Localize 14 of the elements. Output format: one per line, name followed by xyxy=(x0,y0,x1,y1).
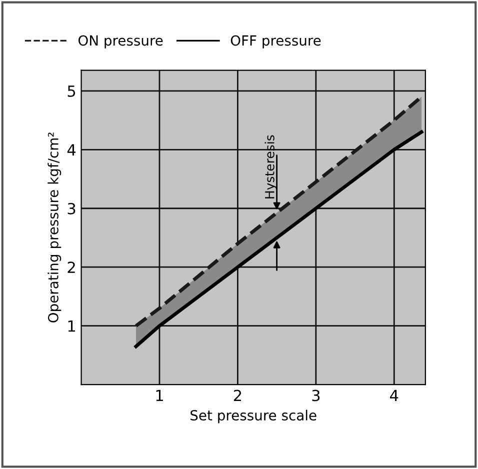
x-tick-label: 4 xyxy=(390,390,398,402)
y-tick-label: 2 xyxy=(68,262,75,273)
x-axis-title: Set pressure scale xyxy=(190,410,316,424)
y-tick-label: 5 xyxy=(68,86,76,97)
y-axis-title: Operating pressure kgf/cm² xyxy=(48,132,62,322)
annotation: Hysteresis xyxy=(264,135,277,198)
legend-label: OFF pressure xyxy=(230,35,321,48)
x-tick-label: 2 xyxy=(234,390,242,402)
y-tick-label: 1 xyxy=(68,320,75,332)
y-tick-label: 3 xyxy=(68,202,76,214)
legend-label: ON pressure xyxy=(78,35,163,48)
x-tick-label: 1 xyxy=(156,390,163,402)
x-tick-label: 3 xyxy=(312,390,320,402)
y-tick-label: 4 xyxy=(67,144,76,156)
